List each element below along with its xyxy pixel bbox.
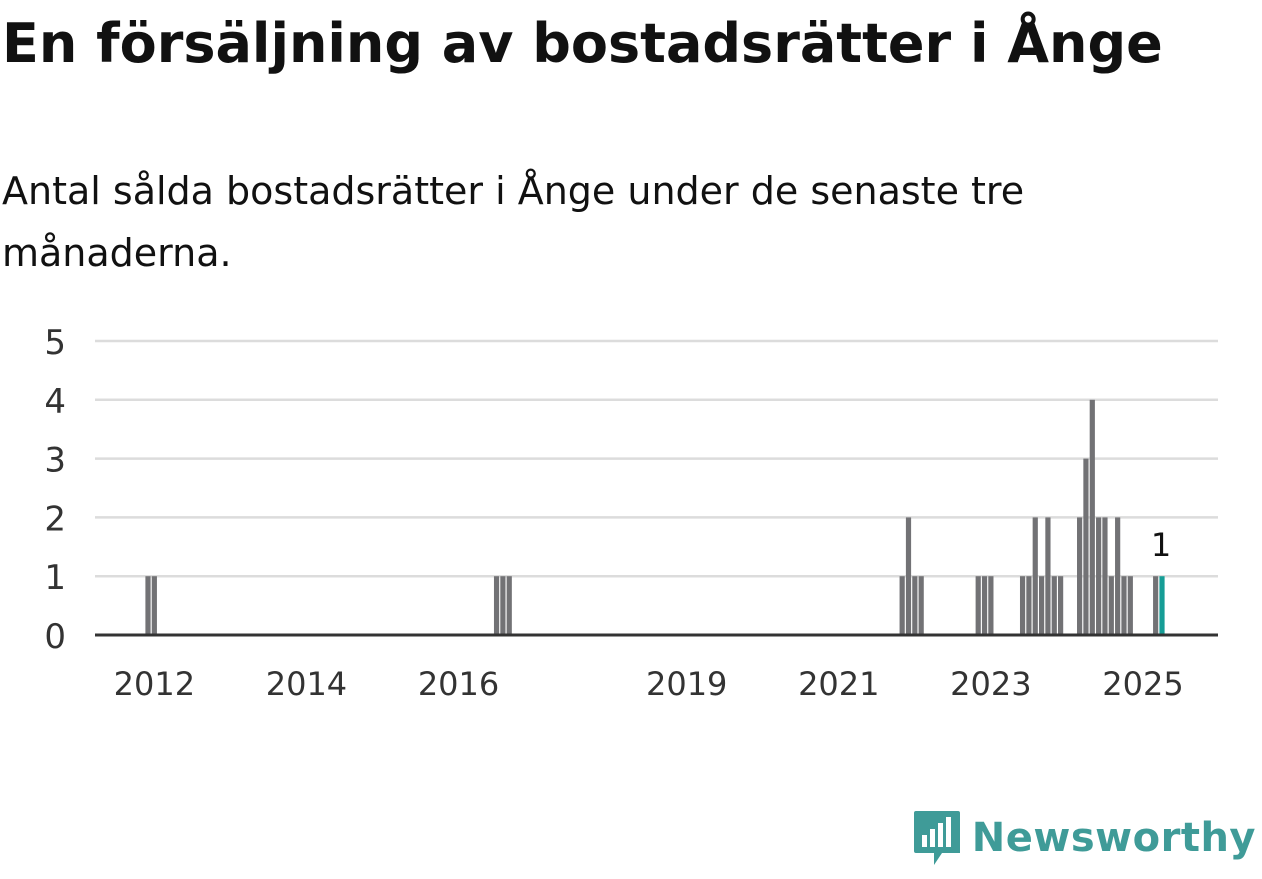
bar — [1153, 576, 1159, 635]
x-tick-label: 2016 — [418, 665, 499, 703]
bar — [145, 576, 151, 635]
bar — [151, 576, 157, 635]
bar — [981, 576, 988, 635]
bar — [1077, 517, 1083, 635]
bar — [1121, 576, 1127, 635]
chart-subtitle: Antal sålda bostadsrätter i Ånge under d… — [2, 169, 1025, 275]
bar — [1038, 576, 1045, 635]
bar-highlight — [1159, 576, 1165, 635]
bar — [1089, 399, 1095, 635]
y-tick-label: 4 — [44, 382, 66, 422]
brand-name: Newsworthy — [971, 815, 1256, 861]
bar — [1083, 458, 1089, 635]
y-tick-label: 0 — [44, 617, 66, 657]
bar — [975, 576, 981, 635]
data-label: 1 — [1151, 526, 1171, 564]
x-tick-label: 2025 — [1102, 665, 1183, 703]
bar — [912, 576, 918, 635]
y-tick-label: 3 — [44, 441, 66, 481]
x-tick-label: 2023 — [950, 665, 1031, 703]
bar — [1019, 576, 1026, 635]
bar — [1115, 517, 1121, 635]
bars — [145, 399, 1165, 635]
chart-title: En försäljning av bostadsrätter i Ånge — [2, 12, 1163, 75]
bar — [1051, 576, 1057, 635]
bar — [1127, 576, 1133, 635]
bar — [506, 576, 512, 635]
brand-logo: Newsworthy — [912, 809, 1256, 867]
bar — [500, 576, 506, 635]
bar — [1045, 517, 1051, 635]
bar — [1032, 517, 1038, 635]
bar — [918, 576, 924, 635]
bar — [1096, 517, 1102, 635]
bar — [1026, 576, 1032, 635]
x-tick-label: 2012 — [114, 665, 195, 703]
y-axis: 0 1 2 3 4 5 — [44, 323, 66, 657]
y-tick-label: 2 — [44, 499, 66, 539]
bar — [988, 576, 994, 635]
y-tick-label: 1 — [44, 558, 66, 598]
x-tick-label: 2014 — [266, 665, 347, 703]
bar — [899, 576, 905, 635]
bar — [493, 576, 500, 635]
annotations: 1 — [1151, 526, 1171, 564]
y-tick-label: 5 — [44, 323, 66, 363]
bar — [1058, 576, 1064, 635]
bar — [905, 517, 912, 635]
bar — [1108, 576, 1114, 635]
x-tick-labels: 2012 2014 2016 2019 2021 2023 2025 — [114, 665, 1184, 703]
newsworthy-logo-icon — [913, 811, 960, 865]
bar — [1102, 517, 1108, 635]
x-tick-label: 2021 — [798, 665, 879, 703]
x-tick-label: 2019 — [646, 665, 727, 703]
